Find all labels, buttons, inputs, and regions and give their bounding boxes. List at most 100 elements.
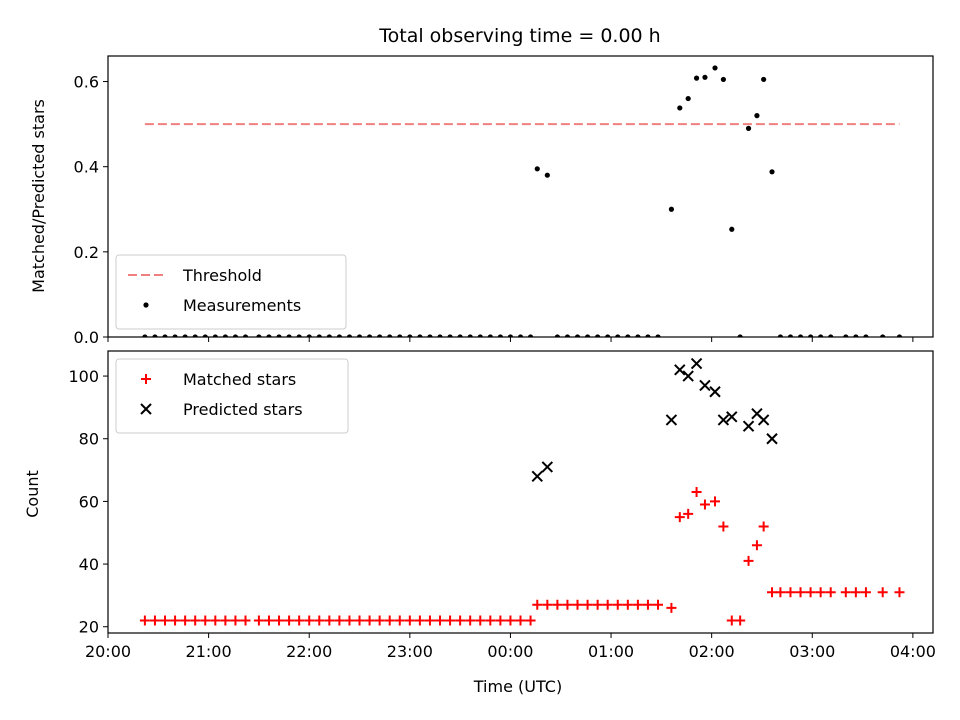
matched-star-point [314,615,325,626]
matched-star-point [572,599,583,610]
measurement-point [266,334,272,337]
measurement-point [286,334,292,337]
measurement-point [787,334,794,337]
matched-star-point [424,615,435,626]
measurement-point [497,334,503,337]
y-tick-label: 80 [79,430,99,449]
matched-star-point [726,615,737,626]
matched-star-point [240,615,251,626]
bottom-y-axis-label: Count [23,470,42,518]
matched-star-point [384,615,395,626]
measurement-point [754,113,760,119]
measurement-point [427,334,433,337]
measurement-point [712,65,718,71]
measurement-point [863,334,869,337]
matched-star-point [475,615,486,626]
predicted-star-point [709,386,721,398]
measurement-point [507,334,514,337]
measurement-point [356,334,363,337]
matched-star-point [445,615,456,626]
matched-star-point [825,587,836,598]
x-tick-label: 00:00 [487,642,533,661]
y-tick-label: 60 [79,492,99,511]
measurement-point [655,334,661,337]
measurement-point [437,334,443,337]
matched-star-point [894,587,905,598]
matched-star-point [632,599,643,610]
matched-star-point [344,615,355,626]
measurement-point [843,334,849,337]
y-tick-label: 100 [68,367,99,386]
measurement-point [668,206,675,212]
matched-star-point [691,487,702,497]
predicted-star-point [726,411,738,423]
y-tick-label: 40 [79,555,99,574]
x-tick-label: 04:00 [890,642,936,661]
measurement-point [693,75,700,81]
measurement-point [720,76,726,83]
matched-star-point [465,615,476,626]
bottom-panel: 20:00 21:00 22:00 23:00 00:00 01:00 02:00 03:00… [68,350,936,661]
matched-star-point [263,615,274,626]
legend-box [115,358,349,434]
matched-star-point [683,508,694,519]
measurement-point [232,334,239,337]
matched-star-point [364,615,375,626]
axes-frame [107,55,934,338]
predicted-star-point [682,370,694,382]
matched-star-point [751,540,762,551]
matched-star-point [877,587,888,598]
measurement-point [635,334,641,337]
measurement-point [828,334,834,337]
measurement-point [417,334,423,337]
measurement-point [326,334,332,337]
matched-star-point [515,615,526,626]
y-tick-label: 0.2 [74,243,99,262]
predicted-star-point [674,364,686,376]
matched-star-point [334,615,345,626]
measurement-point [517,334,524,337]
predicted-star-point [665,414,678,426]
legend: Matched stars Predicted stars [115,358,349,434]
measurement-point [306,334,312,337]
matched-star-point [230,615,241,626]
predicted-star-point [699,379,711,392]
matched-star-point [485,615,496,626]
matched-star-point [404,615,415,626]
x-tick-label: 03:00 [789,642,835,661]
matched-star-point [532,599,543,610]
matched-star-point [840,587,851,598]
measurement-point [447,334,453,337]
measurement-point [336,334,343,337]
matched-star-point [743,555,754,566]
legend-marker [143,302,149,308]
x-tick-label: 22:00 [286,642,332,661]
measurement-point [853,334,859,337]
matched-star-point [324,615,335,626]
matched-star-point [354,615,365,626]
measurement-point [256,334,262,337]
measurement-point [745,125,752,131]
matched-star-point [666,602,677,613]
matched-star-point [642,599,653,610]
matched-star-point [435,615,446,626]
matched-star-point [190,615,201,626]
matched-star-point [795,587,806,598]
x-tick-label: 23:00 [387,642,433,661]
measurement-point [377,334,383,337]
matched-star-point [170,615,181,626]
matched-star-point [699,499,710,510]
chart-title: Total observing time = 0.00 h [378,25,660,47]
matched-star-point [414,615,425,626]
matched-star-point [284,615,295,626]
measurement-point [212,334,218,337]
measurement-point [457,334,463,337]
measurement-point [702,74,708,80]
predicted-star-point [766,433,778,445]
y-tick-label: 0.0 [74,328,99,347]
measurement-point [605,334,611,337]
measurement-point [366,334,373,337]
measurement-point [896,334,903,337]
predicted-star-point [742,420,755,432]
predicted-star-point [717,414,730,426]
